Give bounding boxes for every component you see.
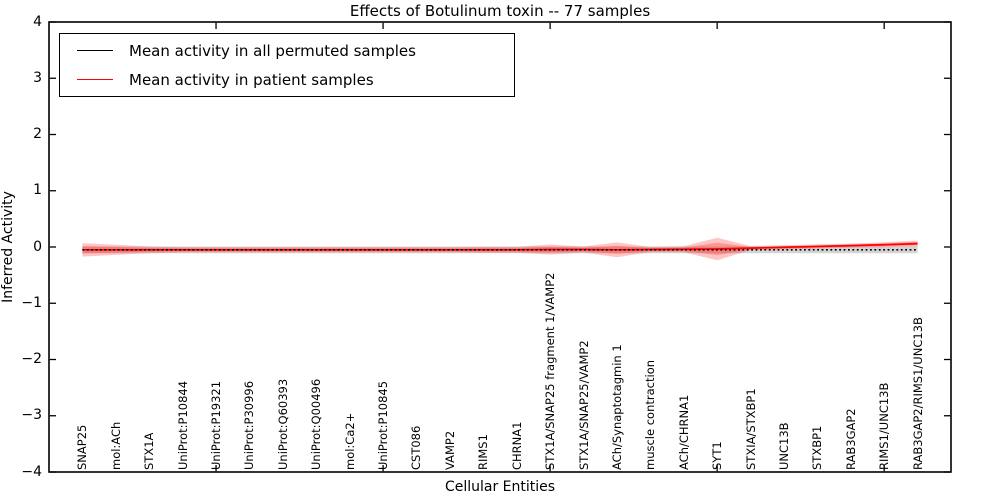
x-category-label: ACh/Synaptotagmin 1 xyxy=(609,344,624,470)
x-category-label: RIMS1/UNC13B xyxy=(877,382,892,470)
x-category-label: RAB3GAP2 xyxy=(843,408,858,470)
y-tick-label: 4 xyxy=(33,13,42,30)
x-category-label: SNAP25 xyxy=(75,424,90,470)
legend-label-patient: Mean activity in patient samples xyxy=(129,70,374,89)
legend: Mean activity in all permuted samples Me… xyxy=(59,33,515,97)
x-category-label: VAMP2 xyxy=(442,430,457,470)
red-line-swatch-icon xyxy=(77,79,113,80)
x-category-label: ACh/CHRNA1 xyxy=(676,394,691,470)
legend-label-permuted: Mean activity in all permuted samples xyxy=(129,41,416,60)
x-category-label: STX1A xyxy=(142,432,157,470)
x-axis-label: Cellular Entities xyxy=(444,479,556,495)
y-tick-label: −3 xyxy=(21,407,42,424)
x-category-label: UniProt:P10845 xyxy=(376,380,391,470)
x-category-label: CST086 xyxy=(409,425,424,470)
x-category-label: CHRNA1 xyxy=(509,421,524,470)
chart-title: Effects of Botulinum toxin -- 77 samples xyxy=(349,2,651,20)
x-category-label: SYT1 xyxy=(710,441,725,470)
y-tick-label: −2 xyxy=(21,351,42,367)
legend-item-patient: Mean activity in patient samples xyxy=(77,71,514,89)
x-category-label: UniProt:P10844 xyxy=(175,380,190,470)
x-category-label: STX1A/SNAP25/VAMP2 xyxy=(576,340,591,470)
y-tick-label: −1 xyxy=(21,294,42,311)
x-category-label: RIMS1 xyxy=(476,434,491,470)
x-category-label: UniProt:P30996 xyxy=(242,380,257,470)
y-tick-label: 0 xyxy=(33,238,42,255)
x-category-label: UNC13B xyxy=(776,422,791,470)
black-line-swatch-icon xyxy=(77,50,113,51)
x-category-label: muscle contraction xyxy=(643,359,658,470)
x-category-label: mol:ACh xyxy=(108,421,123,470)
axes-frame xyxy=(48,21,952,473)
x-category-label: STX1A/SNAP25 fragment 1/VAMP2 xyxy=(543,272,558,470)
x-category-label: UniProt:Q00496 xyxy=(309,378,324,470)
x-category-label: RAB3GAP2/RIMS1/UNC13B xyxy=(910,317,925,470)
x-category-label: STXIA/STXBP1 xyxy=(743,388,758,470)
x-category-label: mol:Ca2+ xyxy=(342,412,357,470)
legend-item-permuted: Mean activity in all permuted samples xyxy=(77,42,514,60)
y-axis-label: Inferred Activity xyxy=(0,191,16,303)
x-category-label: UniProt:P19321 xyxy=(209,380,224,470)
y-tick-label: 1 xyxy=(33,182,42,199)
y-tick-label: −4 xyxy=(21,463,42,480)
y-tick-label: 2 xyxy=(33,126,42,142)
x-category-label: UniProt:Q60393 xyxy=(275,378,290,470)
series-line-patient xyxy=(82,242,918,251)
patient-samples-band-inner xyxy=(82,241,918,256)
y-tick-label: 3 xyxy=(33,69,42,86)
x-category-label: STXBP1 xyxy=(810,425,825,470)
